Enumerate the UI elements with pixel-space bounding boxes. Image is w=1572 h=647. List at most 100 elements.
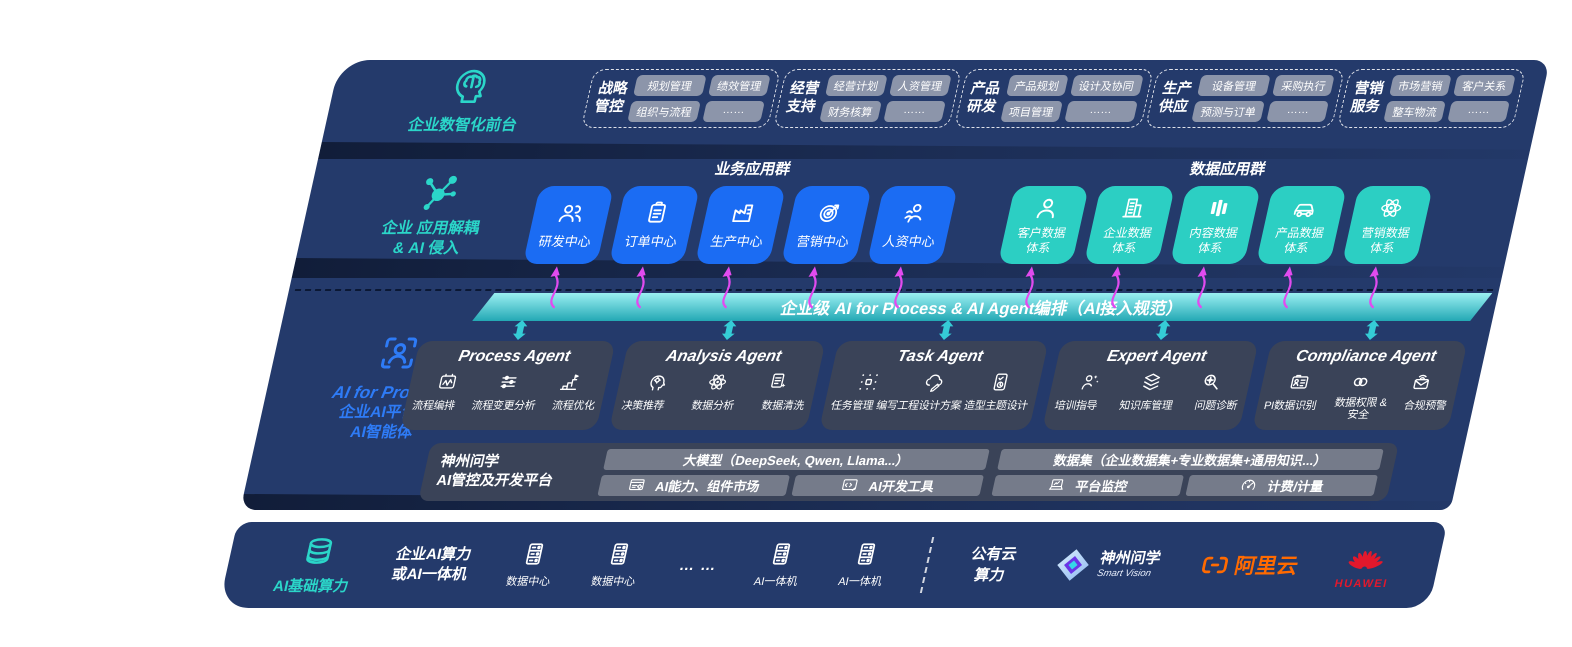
server-icon	[603, 541, 635, 567]
group-label: 战略 管控	[592, 81, 630, 115]
devtool-bar: AI开发工具	[791, 474, 985, 496]
magenta-arrow	[538, 265, 572, 309]
building-icon	[1117, 195, 1149, 221]
flow-chart-icon	[435, 371, 462, 393]
magenta-arrow	[796, 265, 830, 309]
dashed-divider	[920, 537, 935, 593]
billing-bar: 计费/计量	[1185, 474, 1379, 496]
business-group-heading: 业务应用群	[713, 161, 793, 178]
data-system: 客户数据 体系	[988, 186, 1090, 309]
diamond-logo-icon	[1051, 547, 1095, 583]
checklist-icon	[987, 371, 1014, 393]
steps-flag-icon	[556, 371, 583, 393]
compliance-agent-panel: Compliance Agent PI数据识别 数据权限 & 安全 合规预警	[1251, 341, 1468, 430]
rings-icon	[1347, 371, 1374, 393]
mail-alert-icon	[1408, 371, 1435, 393]
magenta-arrow	[624, 265, 658, 309]
car-icon	[1289, 195, 1321, 221]
front-groups: 战略 管控 规划管理 绩效管理 组织与流程…… 经营 支持 经营计划 人资管理 财务核算………	[580, 69, 1527, 128]
atom-icon	[1375, 195, 1407, 221]
updown-arrow-icon	[1361, 320, 1383, 340]
data-box-customer: 客户数据 体系	[997, 186, 1090, 264]
chip: 市场营销	[1389, 75, 1452, 96]
expert-agent-panel: Expert Agent 培训指导 知识库管理 问题诊断	[1042, 341, 1259, 430]
chip: 整车物流	[1383, 101, 1446, 122]
doc-clean-icon	[765, 371, 792, 393]
chip: ……	[1447, 101, 1510, 122]
business-app-group: 业务应用群 研发中心 订单中心 生产中心 营销中心 人资中心	[507, 158, 970, 309]
updown-arrow-icon	[1151, 320, 1173, 340]
magenta-arrow	[1185, 265, 1219, 309]
ellipsis: … …	[677, 556, 719, 574]
chip: 项目管理	[999, 101, 1063, 122]
group-label: 生产 供应	[1157, 81, 1194, 115]
task-agent-panel: Task Agent 任务管理 编写工程设计方案 造型主题设计	[818, 341, 1050, 430]
code-tool-icon	[839, 476, 861, 494]
chip: 产品规划	[1005, 75, 1069, 96]
chip: 采购执行	[1272, 75, 1335, 96]
chip: 预测与订单	[1191, 101, 1266, 122]
infra-label: AI基础算力	[271, 534, 360, 596]
app-box-order-center: 订单中心	[608, 186, 701, 264]
ai-appliance-node: AI一体机	[752, 541, 806, 589]
public-cloud-label: 公有云 算力	[969, 546, 1019, 584]
person-icon	[1031, 195, 1063, 221]
chip: 绩效管理	[708, 75, 771, 96]
server-icon	[766, 541, 798, 567]
model-bar: 大模型（DeepSeek, Qwen, Llama...）	[603, 448, 990, 470]
chip: 人资管理	[888, 75, 952, 96]
training-icon	[1077, 371, 1104, 393]
alicloud-logo: 阿里云	[1197, 550, 1302, 580]
datacenter-node: 数据中心	[505, 541, 560, 589]
chip: ……	[883, 101, 946, 122]
app-center: 生产中心	[685, 186, 787, 309]
cloud-pen-icon	[921, 371, 948, 393]
window-gear-icon	[626, 476, 648, 494]
decouple-title: 企业 应用解耦 & AI 侵入	[380, 220, 482, 258]
app-box-rd-center: 研发中心	[522, 186, 615, 264]
app-center: 订单中心	[599, 186, 701, 309]
ai-appliance-node: AI一体机	[837, 541, 891, 589]
chip: 客户关系	[1453, 75, 1516, 96]
chip: ……	[702, 101, 765, 122]
layers-icon	[1138, 371, 1165, 393]
platform-label: 神州问学 AI管控及开发平台	[434, 454, 555, 489]
updown-arrow-icon	[935, 320, 957, 340]
chip: 设备管理	[1197, 75, 1271, 96]
updown-arrow-icon	[509, 320, 531, 340]
chip: ……	[1063, 101, 1138, 122]
dataset-bar: 数据集（企业数据集+专业数据集+通用知识...）	[997, 448, 1384, 470]
ai-platform-panel: 神州问学 AI管控及开发平台 大模型（DeepSeek, Qwen, Llama.…	[418, 443, 1400, 501]
data-app-group: 数据应用群 客户数据 体系 企业数据 体系 内容数据 体系 产品数据 体系 营销数	[979, 158, 1448, 309]
model-column: 大模型（DeepSeek, Qwen, Llama...） AI能力、组件市场 …	[597, 448, 990, 496]
huawei-logo: HUAWEI	[1333, 541, 1397, 590]
magenta-arrow	[882, 265, 916, 309]
magenta-arrow	[1271, 265, 1305, 309]
data-system: 企业数据 体系	[1074, 186, 1176, 309]
chip: 组织与流程	[627, 101, 701, 122]
server-icon	[850, 541, 882, 567]
group-label: 产品 研发	[965, 81, 1002, 115]
head-brain-icon	[446, 64, 497, 106]
molecule-icon	[413, 172, 464, 214]
database-icon	[298, 534, 340, 568]
infra-panel: AI基础算力 企业AI算力 或AI一体机 数据中心 数据中心 … … AI一体机 …	[210, 514, 1456, 616]
data-system: 内容数据 体系	[1160, 186, 1262, 309]
bracket-logo-icon	[1197, 550, 1234, 580]
server-icon	[518, 541, 550, 567]
group-product: 产品 研发 产品规划 设计及协同 项目管理……	[953, 69, 1154, 128]
group-label: 营销 服务	[1348, 81, 1386, 115]
agent-row: Process Agent 流程编排 流程变更分析 流程优化 Analysis Ag…	[400, 341, 1468, 430]
head-gear-icon	[644, 371, 671, 393]
group-label: 经营 支持	[784, 81, 822, 115]
target-icon	[813, 200, 845, 226]
data-system: 产品数据 体系	[1246, 186, 1348, 309]
data-box-enterprise: 企业数据 体系	[1083, 186, 1176, 264]
shelf-edge	[318, 142, 1532, 159]
data-box-product: 产品数据 体系	[1255, 186, 1348, 264]
chip: 经营计划	[824, 75, 888, 96]
compute-label: 企业AI算力 或AI一体机	[389, 545, 474, 583]
dataset-column: 数据集（企业数据集+专业数据集+通用知识...） 平台监控 计费/计量	[991, 448, 1384, 496]
analysis-agent-panel: Analysis Agent 决策推荐 数据分析 数据清洗	[609, 341, 826, 430]
